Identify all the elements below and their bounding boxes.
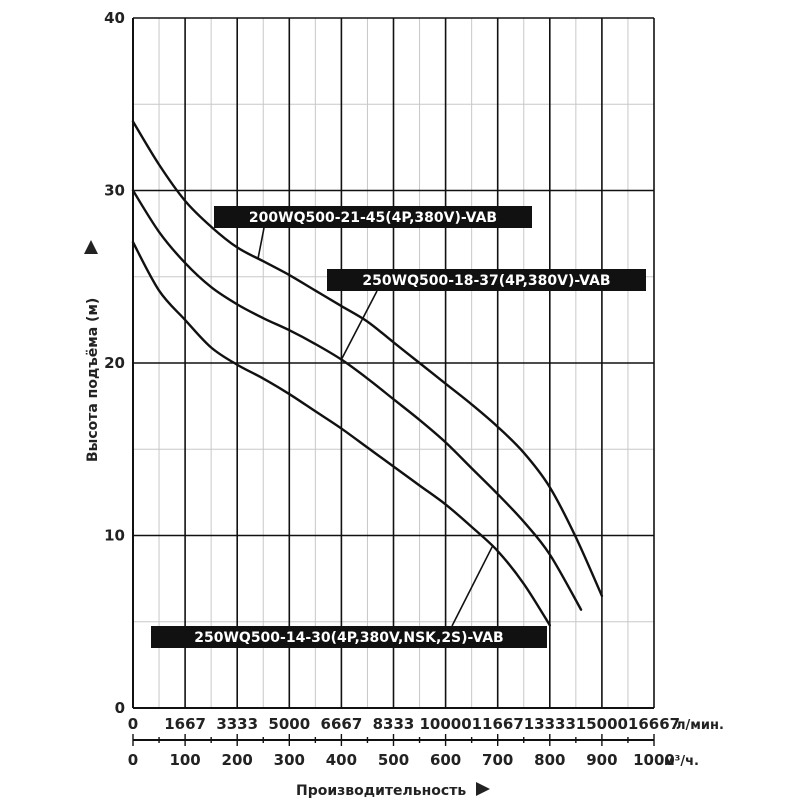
y-tick-label: 30 (104, 182, 125, 200)
annotation-leader-line (340, 290, 378, 360)
x-tick-label-m3h: 900 (586, 751, 617, 769)
series-line (131, 189, 583, 611)
series-line (131, 241, 551, 627)
x-tick-label-lmin: 13333 (524, 715, 576, 733)
x-tick-label-lmin: 8333 (373, 715, 415, 733)
annotation-label: 250WQ500-18-37(4P,380V)-VAB (362, 273, 610, 289)
x-tick-label-lmin: 6667 (321, 715, 363, 733)
x-tick-label-lmin: 10000 (420, 715, 472, 733)
x-tick-label-lmin: 15000 (576, 715, 628, 733)
annotation-label-box (151, 626, 547, 648)
x-tick-label-lmin: 16667 (628, 715, 680, 733)
x-tick-label-m3h: 0 (128, 751, 138, 769)
annotation-leader-line (257, 227, 265, 259)
major-gridlines (132, 17, 655, 709)
x-axis-title-text: Производительность (296, 783, 466, 799)
tick-labels: 0102030400016671003333200500030066674008… (104, 9, 680, 769)
y-axis-title: Высота подъёма (м) (84, 240, 101, 462)
curve-annotations: 200WQ500-21-45(4P,380V)-VAB 250WQ500-18-3… (151, 206, 646, 648)
series-line (131, 120, 604, 598)
x-tick-label-lmin: 5000 (268, 715, 310, 733)
x-unit-lmin: л/мин. (676, 718, 724, 733)
y-tick-label: 10 (104, 527, 125, 545)
x-axis-title-arrow-icon (476, 782, 490, 796)
x-tick-label-lmin: 3333 (216, 715, 258, 733)
axes (132, 18, 655, 746)
y-tick-label: 40 (104, 9, 125, 27)
x-tick-label-m3h: 700 (482, 751, 513, 769)
x-tick-label-m3h: 300 (274, 751, 305, 769)
y-tick-label: 20 (104, 354, 125, 372)
x-tick-label-m3h: 400 (326, 751, 357, 769)
annotation-label-box (214, 206, 532, 228)
x-tick-label-m3h: 600 (430, 751, 461, 769)
annotation-label: 200WQ500-21-45(4P,380V)-VAB (249, 210, 497, 226)
x-tick-label-m3h: 800 (534, 751, 565, 769)
x-tick-label-m3h: 100 (169, 751, 200, 769)
x-tick-label-lmin: 11667 (472, 715, 524, 733)
x-tick-label-m3h: 1000 (633, 751, 675, 769)
x-unit-m3h: м³/ч. (664, 754, 699, 769)
x-tick-label-m3h: 200 (222, 751, 253, 769)
x-tick-label-lmin: 1667 (164, 715, 206, 733)
x-tick-label-lmin: 0 (128, 715, 138, 733)
annotation-leader-line (451, 545, 494, 627)
x-tick-label-m3h: 500 (378, 751, 409, 769)
annotation-label-box (327, 269, 646, 291)
x-axis-title: Производительность (296, 782, 490, 799)
annotation-label: 250WQ500-14-30(4P,380V,NSK,2S)-VAB (194, 630, 503, 646)
y-axis-title-text: Высота подъёма (м) (85, 298, 101, 462)
y-axis-title-arrow-icon (84, 240, 98, 254)
curves (131, 120, 604, 627)
y-tick-label: 0 (115, 699, 125, 717)
